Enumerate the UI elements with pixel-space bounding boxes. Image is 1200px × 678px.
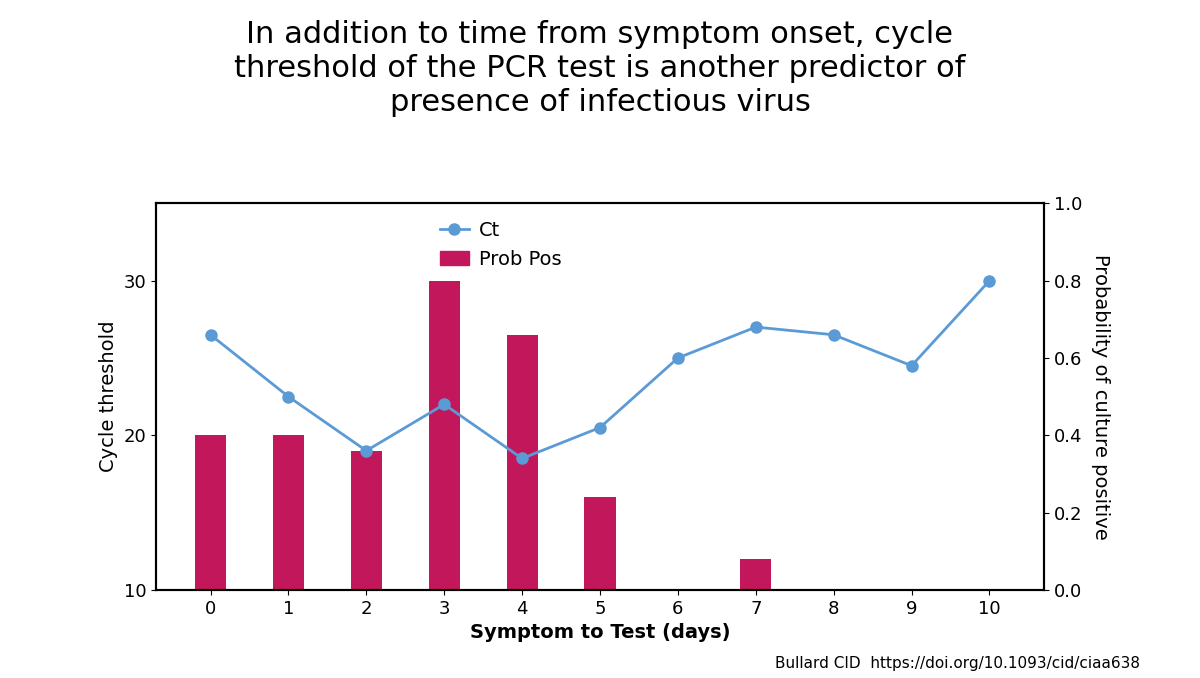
- Bar: [428, 281, 460, 590]
- Text: In addition to time from symptom onset, cycle
threshold of the PCR test is anoth: In addition to time from symptom onset, …: [234, 20, 966, 117]
- Text: Bullard CID  https://doi.org/10.1093/cid/ciaa638: Bullard CID https://doi.org/10.1093/cid/…: [775, 656, 1140, 671]
- Y-axis label: Probability of culture positive: Probability of culture positive: [1091, 254, 1110, 540]
- Bar: [584, 497, 616, 590]
- Bar: [350, 451, 382, 590]
- Bar: [272, 435, 304, 590]
- Bar: [506, 335, 538, 590]
- Legend: Ct, Prob Pos: Ct, Prob Pos: [432, 213, 569, 277]
- X-axis label: Symptom to Test (days): Symptom to Test (days): [469, 623, 731, 642]
- Y-axis label: Cycle threshold: Cycle threshold: [98, 321, 118, 473]
- Bar: [740, 559, 772, 590]
- Bar: [194, 435, 226, 590]
